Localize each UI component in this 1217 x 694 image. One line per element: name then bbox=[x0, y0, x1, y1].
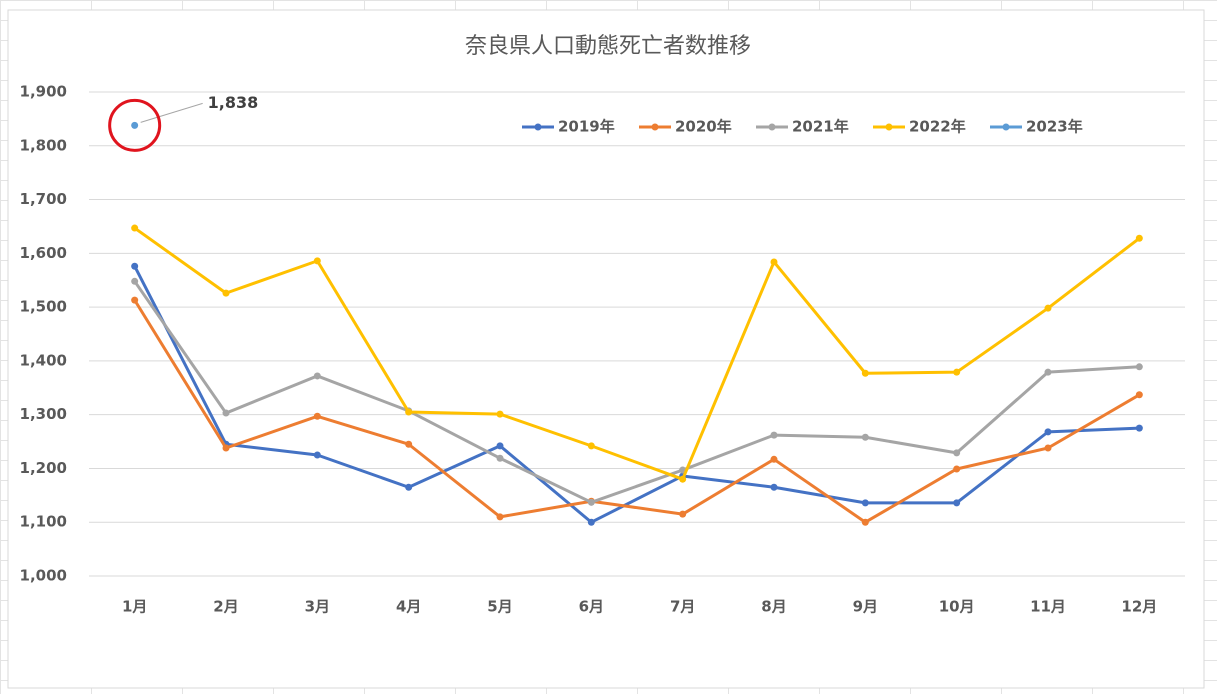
chart-area bbox=[7, 9, 1205, 689]
data-point bbox=[222, 289, 230, 297]
data-point bbox=[131, 296, 139, 304]
y-tick-label: 1,500 bbox=[20, 298, 67, 316]
data-point bbox=[131, 262, 139, 270]
data-point bbox=[496, 513, 504, 521]
x-tick-label: 1月 bbox=[122, 598, 147, 616]
data-point bbox=[861, 499, 869, 507]
y-tick-label: 1,200 bbox=[20, 459, 67, 477]
x-tick-label: 5月 bbox=[487, 598, 512, 616]
data-point bbox=[953, 499, 961, 507]
data-point bbox=[131, 224, 139, 232]
data-point bbox=[313, 412, 321, 420]
data-point bbox=[953, 449, 961, 457]
x-tick-label: 10月 bbox=[939, 598, 975, 616]
data-point bbox=[861, 369, 869, 377]
data-point bbox=[313, 257, 321, 265]
legend-marker bbox=[1002, 123, 1010, 131]
data-point bbox=[131, 121, 139, 129]
data-point bbox=[587, 518, 595, 526]
legend-label: 2022年 bbox=[909, 118, 966, 136]
y-tick-label: 1,300 bbox=[20, 405, 67, 423]
data-point bbox=[1044, 304, 1052, 312]
series-line bbox=[133, 299, 1141, 524]
y-tick-label: 1,600 bbox=[20, 244, 67, 262]
y-tick-label: 1,100 bbox=[20, 513, 67, 531]
data-point bbox=[953, 368, 961, 376]
y-tick-label: 1,000 bbox=[20, 567, 67, 585]
y-tick-label: 1,700 bbox=[20, 190, 67, 208]
x-tick-label: 3月 bbox=[305, 598, 330, 616]
data-point bbox=[222, 409, 230, 417]
legend-marker bbox=[534, 123, 542, 131]
data-point bbox=[861, 433, 869, 441]
data-point bbox=[679, 510, 687, 518]
data-point bbox=[313, 451, 321, 459]
data-point bbox=[405, 440, 413, 448]
legend-label: 2019年 bbox=[558, 118, 615, 136]
highlight-circle bbox=[108, 98, 162, 152]
x-tick-label: 6月 bbox=[579, 598, 604, 616]
data-point bbox=[1135, 391, 1143, 399]
y-tick-label: 1,800 bbox=[20, 136, 67, 154]
chart-title: 奈良県人口動態死亡者数推移 bbox=[465, 34, 751, 59]
x-tick-label: 7月 bbox=[670, 598, 695, 616]
x-tick-label: 11月 bbox=[1030, 598, 1066, 616]
x-tick-label: 9月 bbox=[853, 598, 878, 616]
data-point bbox=[405, 408, 413, 416]
series-line bbox=[133, 226, 1141, 481]
data-point bbox=[1135, 363, 1143, 371]
legend-marker bbox=[768, 123, 776, 131]
data-point bbox=[770, 483, 778, 491]
data-point bbox=[770, 455, 778, 463]
legend-label: 2020年 bbox=[675, 118, 732, 136]
data-point bbox=[1135, 234, 1143, 242]
data-point bbox=[1135, 424, 1143, 432]
data-point bbox=[496, 410, 504, 418]
data-point bbox=[222, 444, 230, 452]
data-point bbox=[770, 258, 778, 266]
data-point bbox=[587, 442, 595, 450]
y-tick-label: 1,900 bbox=[20, 83, 67, 101]
data-point bbox=[1044, 444, 1052, 452]
x-tick-label: 8月 bbox=[761, 598, 786, 616]
data-label: 1,838 bbox=[208, 93, 259, 112]
legend-label: 2023年 bbox=[1026, 118, 1083, 136]
x-tick-label: 12月 bbox=[1121, 598, 1157, 616]
data-point bbox=[313, 372, 321, 380]
data-point bbox=[679, 475, 687, 483]
data-point bbox=[405, 483, 413, 491]
y-tick-label: 1,400 bbox=[20, 351, 67, 369]
x-tick-label: 4月 bbox=[396, 598, 421, 616]
legend-label: 2021年 bbox=[792, 118, 849, 136]
series-line bbox=[133, 280, 1140, 504]
data-point bbox=[861, 518, 869, 526]
data-point bbox=[131, 277, 139, 285]
leader-line bbox=[140, 102, 203, 123]
data-point bbox=[1044, 368, 1052, 376]
data-point bbox=[770, 431, 778, 439]
data-point bbox=[496, 454, 504, 462]
legend-marker bbox=[651, 123, 659, 131]
data-point bbox=[953, 465, 961, 473]
x-tick-label: 2月 bbox=[213, 598, 238, 616]
data-point bbox=[587, 498, 595, 506]
data-point bbox=[1044, 428, 1052, 436]
legend-marker bbox=[885, 123, 893, 131]
series-line bbox=[133, 265, 1140, 524]
data-point bbox=[496, 442, 504, 450]
